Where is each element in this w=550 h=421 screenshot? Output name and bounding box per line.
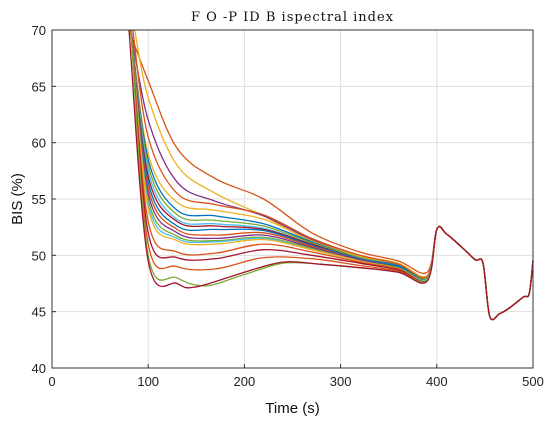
y-tick-label: 55 bbox=[32, 192, 46, 207]
y-tick-label: 60 bbox=[32, 136, 46, 151]
x-tick-label: 200 bbox=[234, 374, 256, 389]
grid-lines bbox=[52, 30, 533, 368]
x-tick-label: 0 bbox=[48, 374, 55, 389]
y-tick-label: 50 bbox=[32, 248, 46, 263]
x-tick-label: 400 bbox=[426, 374, 448, 389]
axis-ticks: 0 100 200 300 400 500 40 45 50 55 60 65 70 bbox=[32, 23, 544, 389]
y-tick-label: 65 bbox=[32, 79, 46, 94]
x-axis-label: Time (s) bbox=[265, 400, 319, 417]
y-axis-label: BIS (%) bbox=[9, 173, 26, 225]
series-line-20 bbox=[128, 29, 534, 321]
x-tick-label: 500 bbox=[522, 374, 544, 389]
x-tick-label: 100 bbox=[137, 374, 159, 389]
y-tick-label: 70 bbox=[32, 23, 46, 38]
y-tick-label: 45 bbox=[32, 305, 46, 320]
y-tick-label: 40 bbox=[32, 361, 46, 376]
x-tick-label: 300 bbox=[330, 374, 352, 389]
series-layer bbox=[128, 29, 534, 321]
chart-title: F O -P ID B ispectral index bbox=[191, 10, 394, 25]
